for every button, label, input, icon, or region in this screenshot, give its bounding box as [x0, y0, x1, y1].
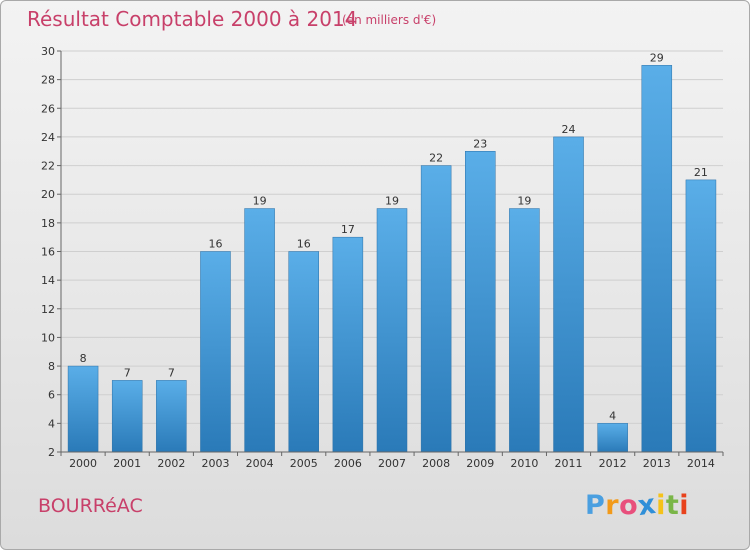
chart-subtitle: (en milliers d'€): [342, 13, 437, 27]
logo-letter: r: [605, 490, 620, 521]
data-label: 19: [253, 195, 267, 208]
y-tick-label: 28: [41, 74, 55, 87]
y-tick-label: 20: [41, 188, 55, 201]
y-tick-label: 12: [41, 303, 55, 316]
chart-title: Résultat Comptable 2000 à 2014: [27, 7, 358, 31]
x-tick-label: 2004: [246, 457, 274, 470]
y-tick-label: 22: [41, 160, 55, 173]
x-tick-label: 2014: [687, 457, 715, 470]
y-tick-label: 18: [41, 217, 55, 230]
data-label: 29: [650, 51, 664, 64]
data-label: 21: [694, 166, 708, 179]
bar-2006: [332, 236, 364, 453]
logo-letter: t: [665, 490, 680, 521]
y-tick-label: 8: [48, 360, 55, 373]
data-label: 4: [609, 409, 616, 422]
y-tick-label: 4: [48, 417, 55, 430]
logo-letter: x: [636, 488, 659, 523]
data-label: 24: [562, 123, 576, 136]
bar-2009: [465, 151, 496, 453]
bar-2008: [420, 165, 452, 453]
x-tick-label: 2003: [201, 457, 229, 470]
bar-2000: [67, 365, 99, 453]
data-label: 19: [385, 195, 399, 208]
y-tick-label: 26: [41, 102, 55, 115]
bars: 8 7 7 16 19 16 17 19 22 23 19 24 4 29 21: [67, 51, 717, 453]
proxiti-logo[interactable]: Proxiti: [585, 488, 690, 523]
y-tick-label: 16: [41, 246, 55, 259]
data-label: 8: [80, 352, 87, 365]
x-tick-label: 2001: [113, 457, 141, 470]
bar-2012: [597, 423, 628, 453]
bar-2005: [288, 251, 319, 453]
data-label: 16: [208, 238, 222, 251]
bar-2010: [509, 208, 540, 453]
x-tick-label: 2010: [510, 457, 538, 470]
x-tick-label: 2005: [290, 457, 318, 470]
y-tick-label: 2: [48, 446, 55, 459]
data-label: 7: [124, 366, 131, 379]
bar-2004: [244, 208, 275, 453]
x-tick-label: 2009: [466, 457, 494, 470]
data-label: 22: [429, 152, 443, 165]
y-tick-label: 14: [41, 274, 55, 287]
x-tick-label: 2006: [334, 457, 362, 470]
logo-letter: P: [585, 490, 606, 521]
logo-letter: i: [679, 490, 690, 521]
x-tick-label: 2013: [643, 457, 671, 470]
bar-2002: [156, 380, 187, 453]
data-label: 16: [297, 238, 311, 251]
bar-2013: [641, 65, 673, 453]
bar-2003: [200, 251, 231, 453]
logo-letter: o: [619, 490, 639, 521]
x-tick-label: 2000: [69, 457, 97, 470]
y-tick-label: 6: [48, 389, 55, 402]
x-tick-label: 2007: [378, 457, 406, 470]
bar-2014: [685, 179, 717, 453]
y-tick-label: 10: [41, 331, 55, 344]
x-tick-label: 2011: [555, 457, 583, 470]
data-label: 23: [473, 137, 487, 150]
data-label: 7: [168, 366, 175, 379]
data-label: 17: [341, 223, 355, 236]
y-tick-label: 30: [41, 45, 55, 58]
logo-letter: i: [656, 490, 666, 521]
x-tick-label: 2012: [599, 457, 627, 470]
commune-name: BOURRéAC: [38, 495, 143, 517]
data-label: 19: [517, 195, 531, 208]
x-tick-label: 2008: [422, 457, 450, 470]
x-tick-label: 2002: [157, 457, 185, 470]
y-tick-label: 24: [41, 131, 55, 144]
bar-2011: [553, 136, 584, 453]
bar-2001: [111, 380, 143, 453]
bar-2007: [376, 208, 408, 453]
